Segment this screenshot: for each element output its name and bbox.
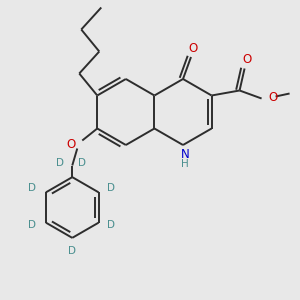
Text: N: N: [181, 148, 189, 161]
Text: D: D: [28, 220, 36, 230]
Text: D: D: [106, 183, 115, 193]
Text: O: O: [66, 138, 75, 151]
Text: D: D: [28, 183, 36, 193]
Text: O: O: [268, 91, 278, 104]
Text: D: D: [68, 246, 76, 256]
Text: D: D: [106, 220, 115, 230]
Text: H: H: [181, 159, 189, 169]
Text: O: O: [188, 41, 198, 55]
Text: O: O: [242, 53, 251, 66]
Text: D: D: [78, 158, 86, 167]
Text: D: D: [56, 158, 64, 167]
